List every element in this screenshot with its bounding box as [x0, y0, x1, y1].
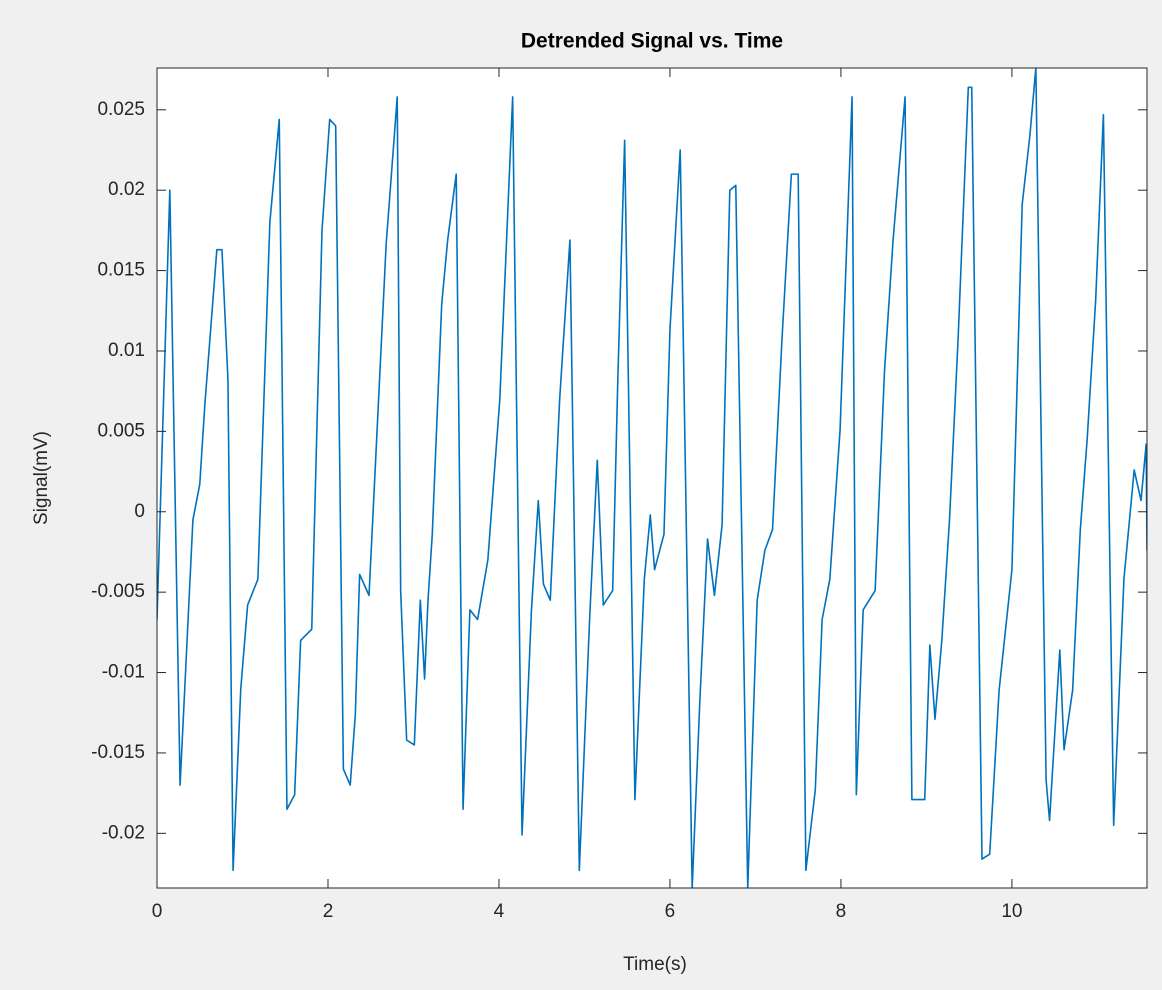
y-tick-label: 0	[134, 501, 145, 522]
y-tick-label: -0.015	[91, 742, 145, 763]
y-tick-label: -0.01	[102, 662, 145, 683]
y-tick-label: 0.02	[108, 179, 145, 200]
plot-area	[157, 68, 1147, 888]
y-axis-label: Signal(mV)	[31, 431, 52, 525]
y-tick-label: -0.02	[102, 822, 145, 843]
chart-title: Detrended Signal vs. Time	[521, 30, 783, 53]
y-tick-label: -0.005	[91, 581, 145, 602]
x-tick-label: 10	[1001, 901, 1022, 922]
plot-layer	[157, 68, 1147, 888]
x-axis-label: Time(s)	[623, 954, 687, 975]
x-tick-label: 0	[152, 901, 163, 922]
x-tick-label: 2	[323, 901, 334, 922]
y-tick-label: 0.025	[97, 99, 145, 120]
y-tick-label: 0.015	[97, 260, 145, 281]
x-tick-label: 6	[665, 901, 676, 922]
y-tick-label: 0.01	[108, 340, 145, 361]
x-tick-label: 8	[836, 901, 847, 922]
axes-box	[156, 67, 1148, 889]
signal-line	[157, 68, 1147, 888]
x-tick-label: 4	[494, 901, 505, 922]
y-tick-label: 0.005	[97, 420, 145, 441]
